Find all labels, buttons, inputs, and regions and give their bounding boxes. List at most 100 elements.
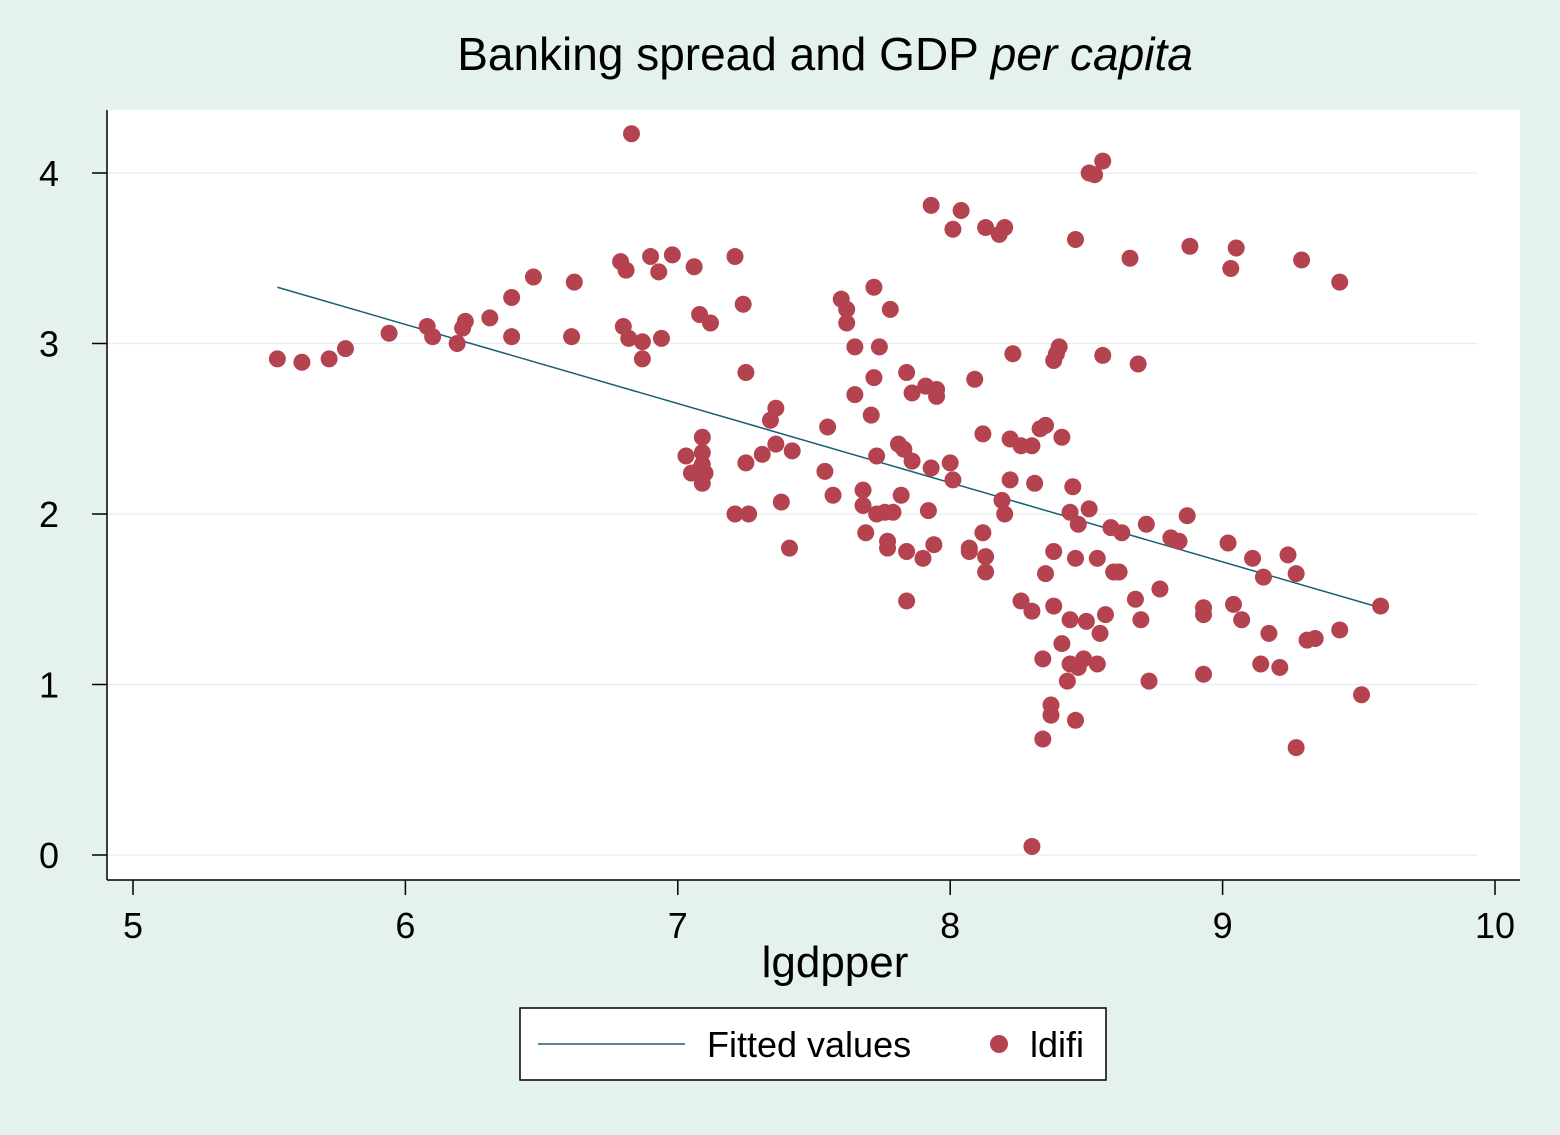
data-point bbox=[974, 425, 992, 443]
data-point bbox=[268, 350, 286, 368]
data-point bbox=[993, 491, 1011, 509]
ldifi-series bbox=[268, 125, 1390, 855]
data-point bbox=[1271, 658, 1289, 676]
data-point bbox=[898, 363, 916, 381]
data-point bbox=[663, 246, 681, 264]
data-point bbox=[693, 444, 711, 462]
data-point bbox=[1034, 650, 1052, 668]
data-point bbox=[928, 387, 946, 405]
data-point bbox=[320, 350, 338, 368]
gridlines bbox=[107, 172, 1478, 856]
data-point bbox=[424, 328, 442, 346]
data-point bbox=[753, 445, 771, 463]
data-point bbox=[895, 440, 913, 458]
data-point bbox=[862, 406, 880, 424]
legend-label-fitted-values: Fitted values bbox=[707, 1024, 911, 1065]
data-point bbox=[941, 454, 959, 472]
data-point bbox=[1023, 837, 1041, 855]
data-point bbox=[380, 324, 398, 342]
data-point bbox=[996, 505, 1014, 523]
x-tick-label: 7 bbox=[668, 905, 688, 946]
y-tick-label: 0 bbox=[39, 835, 59, 876]
data-point bbox=[879, 539, 897, 557]
y-tick-label: 4 bbox=[39, 153, 59, 194]
data-point bbox=[1113, 524, 1131, 542]
data-point bbox=[1132, 611, 1150, 629]
data-point bbox=[960, 543, 978, 561]
data-point bbox=[854, 481, 872, 499]
legend-point-swatch bbox=[990, 1035, 1008, 1053]
data-point bbox=[1353, 686, 1371, 704]
legend-label-ldifi: ldifi bbox=[1030, 1024, 1084, 1065]
data-point bbox=[1140, 672, 1158, 690]
data-point bbox=[1260, 624, 1278, 642]
data-point bbox=[642, 248, 660, 266]
data-point bbox=[1061, 611, 1079, 629]
data-point bbox=[1195, 665, 1213, 683]
data-point bbox=[898, 592, 916, 610]
data-point bbox=[881, 300, 899, 318]
x-tick-label: 9 bbox=[1213, 905, 1233, 946]
data-point bbox=[1088, 549, 1106, 567]
data-point bbox=[1045, 543, 1063, 561]
data-point bbox=[1053, 428, 1071, 446]
data-point bbox=[1069, 515, 1087, 533]
data-point bbox=[1096, 606, 1114, 624]
data-point bbox=[925, 536, 943, 554]
data-point bbox=[884, 503, 902, 521]
data-point bbox=[1004, 345, 1022, 363]
data-point bbox=[1067, 711, 1085, 729]
axes: 0 1 2 3 4 5 6 7 8 9 10 bbox=[39, 110, 1520, 946]
data-point bbox=[1244, 549, 1262, 567]
data-point bbox=[1331, 273, 1349, 291]
data-point bbox=[336, 340, 354, 358]
x-tick-label: 5 bbox=[123, 905, 143, 946]
y-tick-label: 3 bbox=[39, 324, 59, 365]
data-point bbox=[693, 428, 711, 446]
data-point bbox=[868, 447, 886, 465]
data-point bbox=[854, 496, 872, 514]
data-point bbox=[819, 418, 837, 436]
data-point bbox=[1023, 437, 1041, 455]
data-point bbox=[977, 219, 995, 237]
data-point bbox=[1080, 500, 1098, 518]
data-point bbox=[617, 261, 635, 279]
data-point bbox=[1067, 549, 1085, 567]
x-axis-label: lgdpper bbox=[762, 938, 909, 987]
chart-title-main: Banking spread and GDP bbox=[457, 28, 978, 80]
data-point bbox=[846, 386, 864, 404]
data-point bbox=[1254, 568, 1272, 586]
data-point bbox=[1050, 338, 1068, 356]
data-point bbox=[1126, 590, 1144, 608]
data-point bbox=[1064, 478, 1082, 496]
data-point bbox=[903, 452, 921, 470]
data-point bbox=[1053, 635, 1071, 653]
data-point bbox=[1058, 672, 1076, 690]
data-point bbox=[780, 539, 798, 557]
data-point bbox=[633, 333, 651, 351]
data-point bbox=[919, 502, 937, 520]
data-point bbox=[1091, 624, 1109, 642]
x-tick-label: 10 bbox=[1475, 905, 1515, 946]
data-point bbox=[696, 464, 714, 482]
data-point bbox=[944, 220, 962, 238]
data-point bbox=[977, 563, 995, 581]
data-point bbox=[824, 486, 842, 504]
data-point bbox=[1293, 251, 1311, 269]
data-point bbox=[481, 309, 499, 327]
data-point bbox=[767, 399, 785, 417]
plot-area bbox=[107, 110, 1520, 880]
data-point bbox=[914, 549, 932, 567]
data-point bbox=[565, 273, 583, 291]
data-point bbox=[1287, 739, 1305, 757]
data-point bbox=[1331, 621, 1349, 639]
data-point bbox=[685, 258, 703, 276]
data-point bbox=[1110, 563, 1128, 581]
data-point bbox=[838, 314, 856, 332]
data-point bbox=[1137, 515, 1155, 533]
y-tick-label: 2 bbox=[39, 494, 59, 535]
data-point bbox=[1042, 706, 1060, 724]
data-point bbox=[838, 300, 856, 318]
data-point bbox=[977, 548, 995, 566]
